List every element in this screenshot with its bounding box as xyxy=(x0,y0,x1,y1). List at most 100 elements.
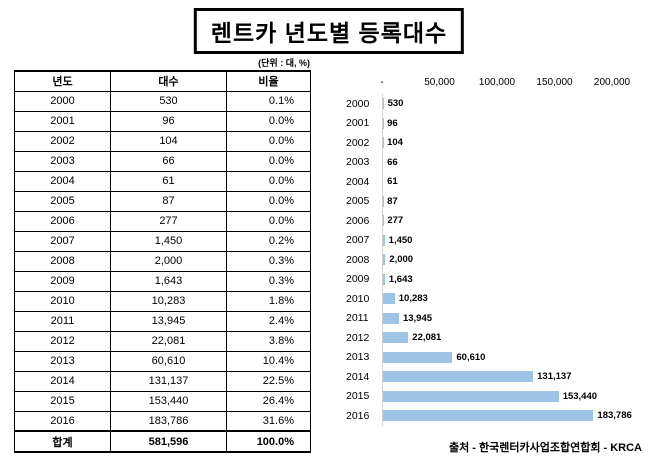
bar xyxy=(383,234,385,246)
chart-year-label: 2015 xyxy=(346,390,370,403)
bar xyxy=(383,371,534,383)
ratio-cell: 26.4% xyxy=(226,390,311,412)
table-row: 2012 22,081 3.8% xyxy=(14,330,311,352)
chart-year-label: 2002 xyxy=(346,136,370,149)
chart-plot-area: 96 xyxy=(382,113,612,133)
bar xyxy=(383,273,385,285)
bar xyxy=(383,390,559,402)
table-row: 2011 13,945 2.4% xyxy=(14,310,311,332)
bar-value-label: 66 xyxy=(387,156,398,168)
chart-year-label: 2008 xyxy=(346,253,370,266)
table-row: 2002 104 0.0% xyxy=(14,130,311,152)
ratio-cell: 0.1% xyxy=(226,90,311,112)
count-cell: 96 xyxy=(110,110,227,132)
chart-plot-area: 104 xyxy=(382,133,612,153)
chart-year-label: 2009 xyxy=(346,273,370,286)
year-cell: 2000 xyxy=(14,90,111,112)
page-title: 렌트카 년도별 등록대수 xyxy=(193,8,465,54)
x-axis-tick-label: 50,000 xyxy=(424,77,455,88)
bar-value-label: 131,137 xyxy=(537,371,572,383)
chart-plot-area: 277 xyxy=(382,211,612,231)
year-cell: 2012 xyxy=(14,330,111,352)
chart-year-label: 2007 xyxy=(346,234,370,247)
unit-note: (단위 : 대, %) xyxy=(258,58,310,68)
table-row: 2013 60,610 10.4% xyxy=(14,350,311,372)
bar xyxy=(383,98,384,110)
chart-year-label: 2003 xyxy=(346,156,370,169)
year-cell: 2009 xyxy=(14,270,111,292)
chart-plot-area: 1,643 xyxy=(382,269,612,289)
ratio-cell: 0.0% xyxy=(226,170,311,192)
chart-plot-area: 13,945 xyxy=(382,308,612,328)
count-cell: 1,643 xyxy=(110,270,227,292)
year-cell: 2008 xyxy=(14,250,111,272)
chart-bar-row: 2008 2,000 xyxy=(346,250,648,270)
chart-plot-area: 10,283 xyxy=(382,289,612,309)
table-row: 2010 10,283 1.8% xyxy=(14,290,311,312)
ratio-cell: 0.2% xyxy=(226,230,311,252)
count-cell: 131,137 xyxy=(110,370,227,392)
chart-x-axis: - 50,000 100,000 150,000 200,000 xyxy=(380,76,630,94)
ratio-cell: 3.8% xyxy=(226,330,311,352)
table-total-row: 합계 581,596 100.0% xyxy=(14,430,311,453)
chart-plot-area: 22,081 xyxy=(382,328,612,348)
chart-year-label: 2001 xyxy=(346,117,370,130)
bar-value-label: 10,283 xyxy=(398,293,428,305)
ratio-cell: 31.6% xyxy=(226,410,311,432)
table-row: 2007 1,450 0.2% xyxy=(14,230,311,252)
table-row: 2009 1,643 0.3% xyxy=(14,270,311,292)
count-cell: 183,786 xyxy=(110,410,227,432)
x-axis-tick-label: 150,000 xyxy=(536,77,573,88)
year-cell: 2006 xyxy=(14,210,111,232)
chart-bar-row: 2014 131,137 xyxy=(346,367,648,387)
col-header-year: 년도 xyxy=(14,70,111,92)
table-row: 2001 96 0.0% xyxy=(14,110,311,132)
chart-year-label: 2013 xyxy=(346,351,370,364)
count-cell: 22,081 xyxy=(110,330,227,352)
count-cell: 153,440 xyxy=(110,390,227,412)
count-cell: 10,283 xyxy=(110,290,227,312)
chart-bar-row: 2001 96 xyxy=(346,113,648,133)
col-header-count: 대수 xyxy=(110,70,227,92)
ratio-cell: 0.0% xyxy=(226,110,311,132)
ratio-cell: 22.5% xyxy=(226,370,311,392)
bar-value-label: 60,610 xyxy=(456,351,486,363)
bar-value-label: 61 xyxy=(387,176,398,188)
chart-year-label: 2016 xyxy=(346,409,370,422)
chart-year-label: 2010 xyxy=(346,292,370,305)
table-row: 2004 61 0.0% xyxy=(14,170,311,192)
ratio-cell: 10.4% xyxy=(226,350,311,372)
bar xyxy=(383,293,395,305)
table-row: 2000 530 0.1% xyxy=(14,90,311,112)
x-axis-tick-label: 100,000 xyxy=(478,77,516,88)
ratio-cell: 0.3% xyxy=(226,250,311,272)
table-row: 2015 153,440 26.4% xyxy=(14,390,311,412)
table-row: 2005 87 0.0% xyxy=(14,190,311,212)
ratio-cell: 1.8% xyxy=(226,290,311,312)
chart-year-label: 2011 xyxy=(346,312,369,325)
registration-table: 년도 대수 비율 2000 530 0.1% 2001 96 0.0% 2002 104 0.0… xyxy=(14,70,311,453)
bar-value-label: 22,081 xyxy=(412,332,442,344)
year-cell: 2015 xyxy=(14,390,111,412)
year-cell: 2002 xyxy=(14,130,111,152)
chart-bar-row: 2011 13,945 xyxy=(346,308,648,328)
year-cell: 2014 xyxy=(14,370,111,392)
bar-chart: - 50,000 100,000 150,000 200,000 2000 530 2001… xyxy=(346,76,648,426)
table-row: 2003 66 0.0% xyxy=(14,150,311,172)
bar-value-label: 2,000 xyxy=(389,254,414,266)
table-row: 2014 131,137 22.5% xyxy=(14,370,311,392)
count-cell: 104 xyxy=(110,130,227,152)
count-cell: 60,610 xyxy=(110,350,227,372)
chart-plot-area: 61 xyxy=(382,172,612,192)
count-cell: 2,000 xyxy=(110,250,227,272)
chart-plot-area: 2,000 xyxy=(382,250,612,270)
table-body: 2000 530 0.1% 2001 96 0.0% 2002 104 0.0% 2003 66 0.… xyxy=(14,90,311,432)
ratio-cell: 0.3% xyxy=(226,270,311,292)
table-header-row: 년도 대수 비율 xyxy=(14,70,311,92)
bar xyxy=(383,254,386,266)
count-cell: 66 xyxy=(110,150,227,172)
bar-value-label: 1,450 xyxy=(388,234,413,246)
ratio-cell: 2.4% xyxy=(226,310,311,332)
ratio-cell: 0.0% xyxy=(226,210,311,232)
